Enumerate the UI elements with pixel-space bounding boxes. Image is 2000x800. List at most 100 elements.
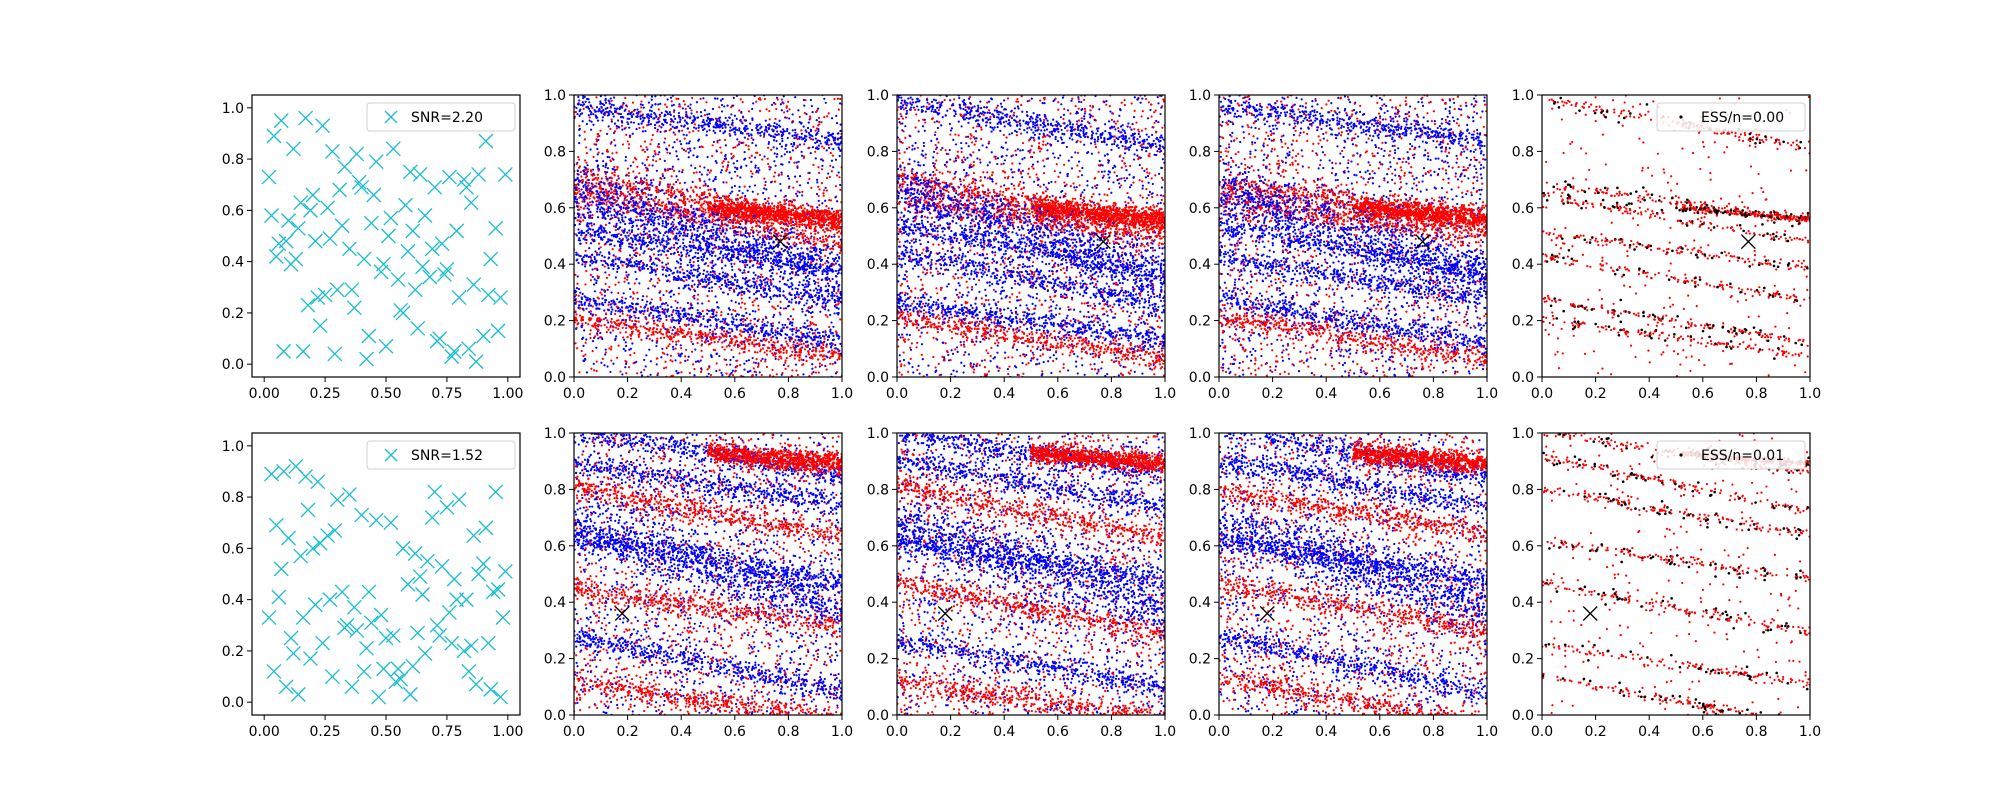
sample-point [733,290,736,293]
sample-point [633,196,636,199]
sample-point [588,247,591,250]
sample-point [806,181,810,184]
sample-point [763,155,766,158]
sample-point [724,272,727,275]
sample-point [711,269,715,273]
sample-point [581,200,584,203]
sample-point [729,134,732,137]
sample-point [735,287,738,290]
sample-point [588,201,592,204]
sample-point [793,348,797,352]
sample-point [726,104,729,107]
sample-point [769,261,773,265]
sample-point [659,243,662,246]
sample-point [606,319,609,322]
sample-point [609,331,612,334]
sample-point [817,127,820,131]
sample-point [734,133,737,136]
sample-point [791,121,794,124]
sample-point [683,103,687,106]
sample-point [760,373,763,377]
sample-point [693,374,696,377]
sample-point [775,96,779,99]
sample-point [628,287,632,291]
sample-point [581,120,584,123]
sample-point [827,143,830,146]
sample-point [623,109,626,112]
sample-point [699,331,702,334]
sample-point [826,356,829,359]
sample-point [608,102,611,105]
sample-point [611,258,614,262]
sample-point [681,116,684,119]
sample-point [646,267,650,270]
sample-point [790,353,793,357]
sample-point [798,137,801,140]
sample-point [630,243,634,246]
sample-point [634,325,637,328]
sample-point [627,325,631,328]
sample-point [825,149,828,152]
sample-point [714,295,717,298]
sample-point [819,142,822,145]
sample-point [631,237,634,240]
sample-point [686,274,689,277]
sample-point [801,194,804,197]
sample-point [633,156,637,159]
sample-point [722,160,725,163]
sample-point [599,291,602,294]
sample-point [634,185,637,188]
sample-point [582,359,586,363]
sample-point [693,283,696,286]
sample-point [642,212,646,215]
sample-point [655,344,658,348]
sample-point [645,318,648,321]
sample-point [618,126,621,129]
sample-point [599,336,602,339]
sample-point [649,360,652,363]
sample-point [679,331,683,334]
data-point-x-marker [334,218,350,234]
sample-point [817,284,820,287]
sample-point [652,253,656,256]
sample-point [656,118,660,121]
sample-point [788,151,791,154]
sample-point [578,196,581,199]
sample-point [834,305,837,308]
data-point-x-marker [417,208,433,223]
sample-point [626,278,629,281]
sample-point [595,200,598,203]
sample-point [782,307,786,310]
sample-point [834,303,838,306]
sample-point [678,212,682,215]
sample-point [741,101,744,104]
sample-point [786,127,789,131]
sample-point [730,123,733,126]
data-point-x-marker [415,259,431,275]
sample-point [595,138,598,141]
sample-point [692,264,695,267]
sample-point [780,373,783,376]
sample-point [733,184,736,188]
sample-point [782,294,785,297]
sample-point [724,153,727,157]
sample-point [577,261,580,265]
sample-point [630,230,633,234]
sample-point [797,237,800,241]
sample-point [723,235,726,238]
sample-point [830,134,833,137]
sample-point [615,124,618,128]
sample-point [734,370,737,373]
sample-point [618,256,621,259]
sample-point [838,147,841,151]
sample-point [679,355,682,358]
sample-point [653,117,656,120]
sample-point [767,341,771,344]
sample-point [758,169,761,172]
sample-point [691,199,694,202]
sample-point [633,234,636,237]
sample-point [805,113,808,116]
sample-point [718,229,721,232]
sample-point [696,116,700,119]
sample-point [645,178,648,182]
